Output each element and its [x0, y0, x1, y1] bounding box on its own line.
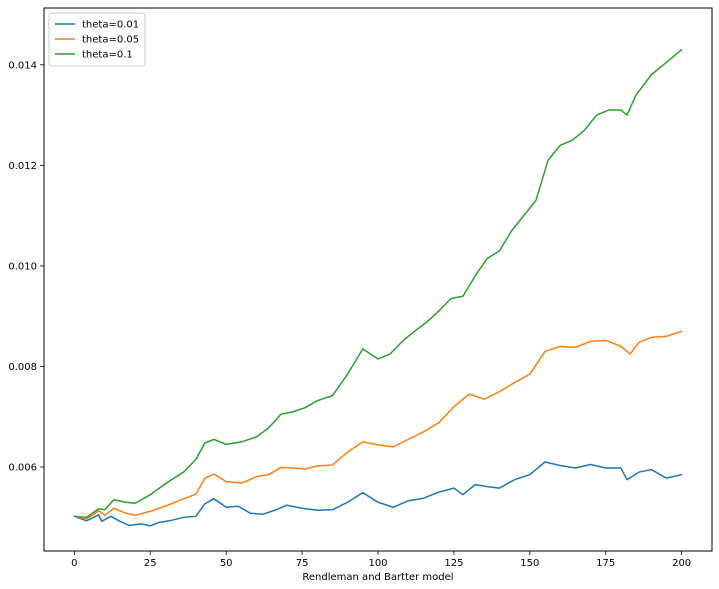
x-tick-label: 150: [520, 558, 539, 569]
series-line-2: [73, 330, 683, 520]
y-tick-label: 0.012: [8, 161, 37, 172]
legend-box: [48, 12, 146, 67]
x-tick-label: 125: [444, 558, 463, 569]
legend-label: theta=0.01: [82, 20, 139, 31]
legend-label: theta=0.05: [82, 35, 139, 46]
y-tick-label: 0.008: [8, 362, 37, 373]
y-tick-label: 0.010: [8, 261, 37, 272]
legend: theta=0.01 theta=0.05 theta=0.1: [48, 12, 146, 67]
y-tick-label: 0.006: [8, 463, 37, 474]
series-line-1: [73, 461, 683, 527]
legend-label: theta=0.1: [82, 50, 133, 61]
x-tick-label: 50: [220, 558, 233, 569]
x-tick-label: 200: [672, 558, 691, 569]
x-tick-label: 100: [368, 558, 387, 569]
x-tick-label: 175: [596, 558, 615, 569]
x-tick-label: 0: [71, 558, 77, 569]
y-tick-label: 0.014: [8, 60, 37, 71]
x-axis-label: Rendleman and Bartter model: [302, 572, 453, 583]
x-tick-label: 25: [144, 558, 157, 569]
x-tick-label: 75: [296, 558, 309, 569]
series-line-3: [73, 48, 683, 519]
